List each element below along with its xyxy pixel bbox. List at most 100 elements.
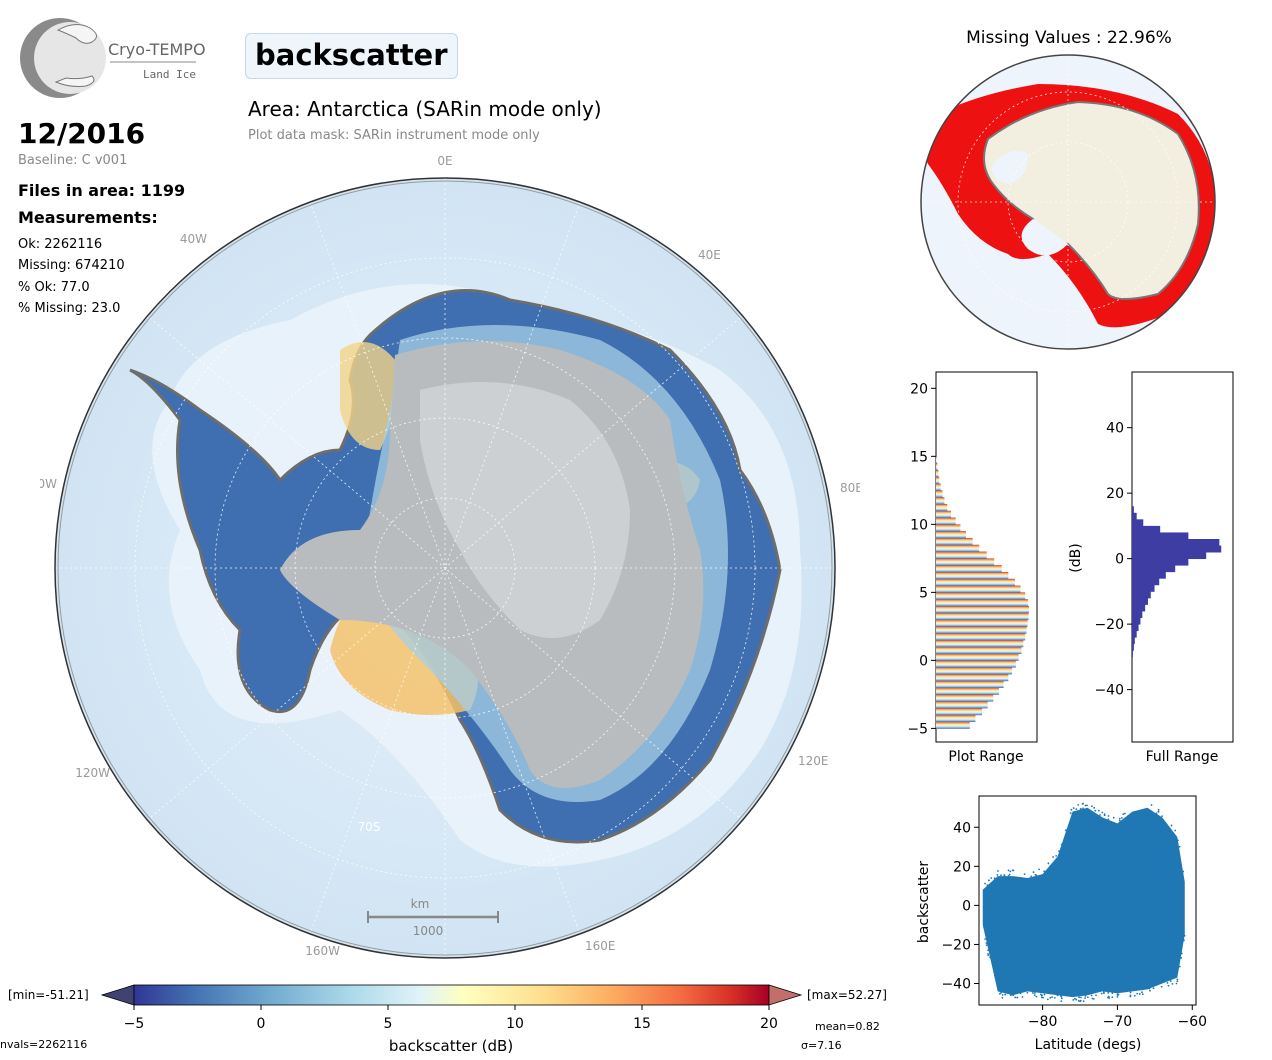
scatter-point: [1167, 984, 1170, 987]
scatter-point: [1008, 873, 1011, 876]
histogram-bar: [1132, 597, 1148, 605]
scatter-point: [1169, 980, 1172, 983]
y-tick-label: 15: [910, 449, 928, 465]
latitude-scatter-plot: −80 −70 −60 −40 −20 0 20 40 Latitude (degs) bac…: [916, 795, 1207, 1053]
y-tick-label: 40: [953, 820, 971, 836]
scale-bar-value: 1000: [413, 924, 444, 938]
scatter-point: [1082, 807, 1084, 810]
scatter-point: [1019, 992, 1022, 995]
histogram-bar: [936, 524, 961, 532]
date-label: 12/2016: [18, 117, 146, 150]
scatter-point: [1129, 994, 1132, 997]
histogram-bar: [1132, 552, 1207, 560]
scatter-point: [1095, 994, 1097, 997]
scatter-point: [1116, 994, 1119, 997]
scale-bar: km 1000: [367, 897, 499, 938]
y-tick-label: 40: [1106, 421, 1124, 437]
scatter-point: [1157, 808, 1160, 811]
histogram-bar: [936, 673, 1009, 682]
map-frame: [54, 177, 836, 959]
scatter-point: [1136, 992, 1139, 995]
histogram-bar: [1132, 532, 1189, 540]
histogram-bar: [936, 612, 1029, 620]
scatter-point: [1111, 996, 1114, 999]
antarctica-map: 0E 40E 80E 120E 160E 160W 120W 80W 40W 7…: [40, 154, 860, 959]
nvals-label: nvals=2262116: [0, 1038, 87, 1051]
lon-label-0e: 0E: [437, 154, 452, 168]
scatter-point: [1021, 996, 1024, 998]
histogram-bar: [936, 694, 994, 702]
lat-label-70s: 70S: [358, 820, 381, 834]
histogram-bar: [1132, 630, 1137, 638]
scatter-point: [1060, 997, 1063, 1000]
scatter-point: [1171, 983, 1174, 985]
histogram-bar: [936, 687, 999, 695]
histogram-bar: [936, 707, 983, 716]
scatter-point: [1032, 992, 1034, 994]
scatter-point: [1177, 839, 1179, 842]
stat-percent-ok: % Ok: 77.0: [18, 280, 90, 295]
histogram-bar: [1132, 571, 1166, 579]
scatter-point: [1001, 994, 1004, 996]
scale-bar-unit: km: [411, 897, 430, 911]
histogram-bar: [936, 497, 945, 505]
scatter-point: [1138, 993, 1141, 995]
scatter-point: [1101, 811, 1104, 814]
histogram-bar: [936, 490, 943, 498]
scatter-point: [1176, 978, 1179, 981]
scatter-point: [1180, 952, 1183, 955]
y-tick-label: 5: [919, 585, 928, 601]
scatter-point: [1043, 870, 1046, 873]
histogram-bar: [936, 660, 1016, 668]
scatter-point: [1149, 989, 1151, 992]
y-tick-label: 20: [953, 859, 971, 875]
scatter-point: [999, 874, 1002, 877]
scatter-point: [990, 877, 993, 879]
histogram-bar: [1132, 611, 1143, 618]
cryo-tempo-logo: [20, 18, 196, 98]
scatter-point: [1084, 804, 1087, 807]
scatter-point: [985, 944, 988, 946]
scatter-point: [996, 874, 999, 876]
scatter-point: [1011, 869, 1014, 872]
histogram-bar: [936, 633, 1026, 641]
scatter-point: [1092, 997, 1095, 1000]
scatter-point: [1009, 870, 1012, 873]
y-tick-label: −20: [941, 937, 971, 953]
histogram-bar: [1132, 578, 1160, 586]
scatter-point: [1075, 808, 1078, 811]
scatter-point: [993, 877, 996, 880]
histogram-bar: [1132, 519, 1144, 527]
colorbar-min-label: [min=-51.21]: [8, 988, 89, 1002]
colorbar: [min=-51.21] [max=52.27] −5 0 5 10 15 20 back…: [0, 984, 887, 1055]
logo-subtitle: Land Ice: [143, 68, 196, 81]
warm-patch-peninsula: [340, 342, 396, 450]
histogram-bar: [936, 476, 940, 484]
histogram-bar: [1132, 650, 1133, 658]
colorbar-max-extend: [768, 984, 803, 1006]
scatter-point: [1120, 816, 1123, 819]
scatter-point: [1047, 862, 1050, 865]
colorbar-tick-label: 0: [257, 1016, 266, 1032]
scatter-point: [1112, 816, 1115, 819]
histogram-bar: [1132, 637, 1135, 645]
histogram-bar: [936, 544, 980, 552]
histogram-bar: [936, 537, 973, 546]
full-range-xlabel: Full Range: [1146, 749, 1219, 765]
scatter-point: [1072, 999, 1075, 1001]
scatter-point: [1090, 994, 1093, 997]
scatter-point: [1118, 819, 1121, 822]
inset-frame: [920, 54, 1216, 350]
histogram-bar: [936, 653, 1019, 661]
histogram-bar: [1132, 525, 1161, 533]
scatter-point: [1152, 987, 1155, 990]
scatter-point: [1108, 996, 1110, 999]
y-tick-label: 0: [919, 653, 928, 669]
scatter-point: [1014, 996, 1017, 999]
scatter-point: [1060, 843, 1063, 846]
scatter-point: [1055, 854, 1058, 857]
scatter-point: [1016, 996, 1019, 999]
stat-percent-missing: % Missing: 23.0: [18, 301, 121, 316]
area-title: Area: Antarctica (SARin mode only): [248, 97, 602, 121]
scatter-point: [1030, 875, 1033, 878]
